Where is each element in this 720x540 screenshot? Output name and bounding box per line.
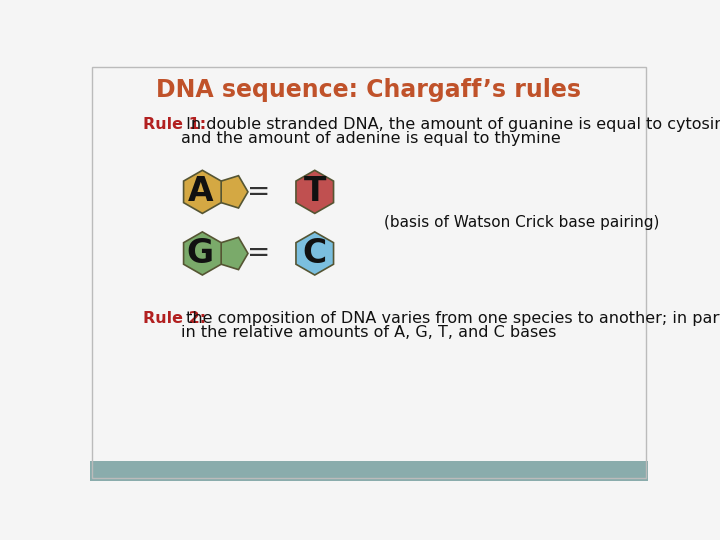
Text: and the amount of adenine is equal to thymine: and the amount of adenine is equal to th… (181, 131, 561, 146)
Polygon shape (296, 232, 333, 275)
Text: Rule 1:: Rule 1: (143, 117, 206, 132)
Text: =: = (247, 178, 271, 206)
Text: In double stranded DNA, the amount of guanine is equal to cytosine: In double stranded DNA, the amount of gu… (181, 117, 720, 132)
Text: G: G (186, 237, 214, 270)
Text: (basis of Watson Crick base pairing): (basis of Watson Crick base pairing) (384, 215, 660, 230)
Text: in the relative amounts of A, G, T, and C bases: in the relative amounts of A, G, T, and … (181, 325, 557, 340)
Polygon shape (221, 237, 248, 269)
Polygon shape (296, 170, 333, 213)
Text: DNA sequence: Chargaff’s rules: DNA sequence: Chargaff’s rules (156, 78, 582, 102)
Polygon shape (184, 232, 221, 275)
Text: =: = (247, 239, 271, 267)
Polygon shape (221, 176, 248, 208)
Text: the composition of DNA varies from one species to another; in particular: the composition of DNA varies from one s… (181, 312, 720, 326)
Polygon shape (184, 170, 221, 213)
Text: Rule 2:: Rule 2: (143, 312, 206, 326)
Text: T: T (304, 176, 326, 208)
Text: A: A (187, 176, 213, 208)
FancyBboxPatch shape (90, 461, 648, 481)
Text: C: C (302, 237, 327, 270)
